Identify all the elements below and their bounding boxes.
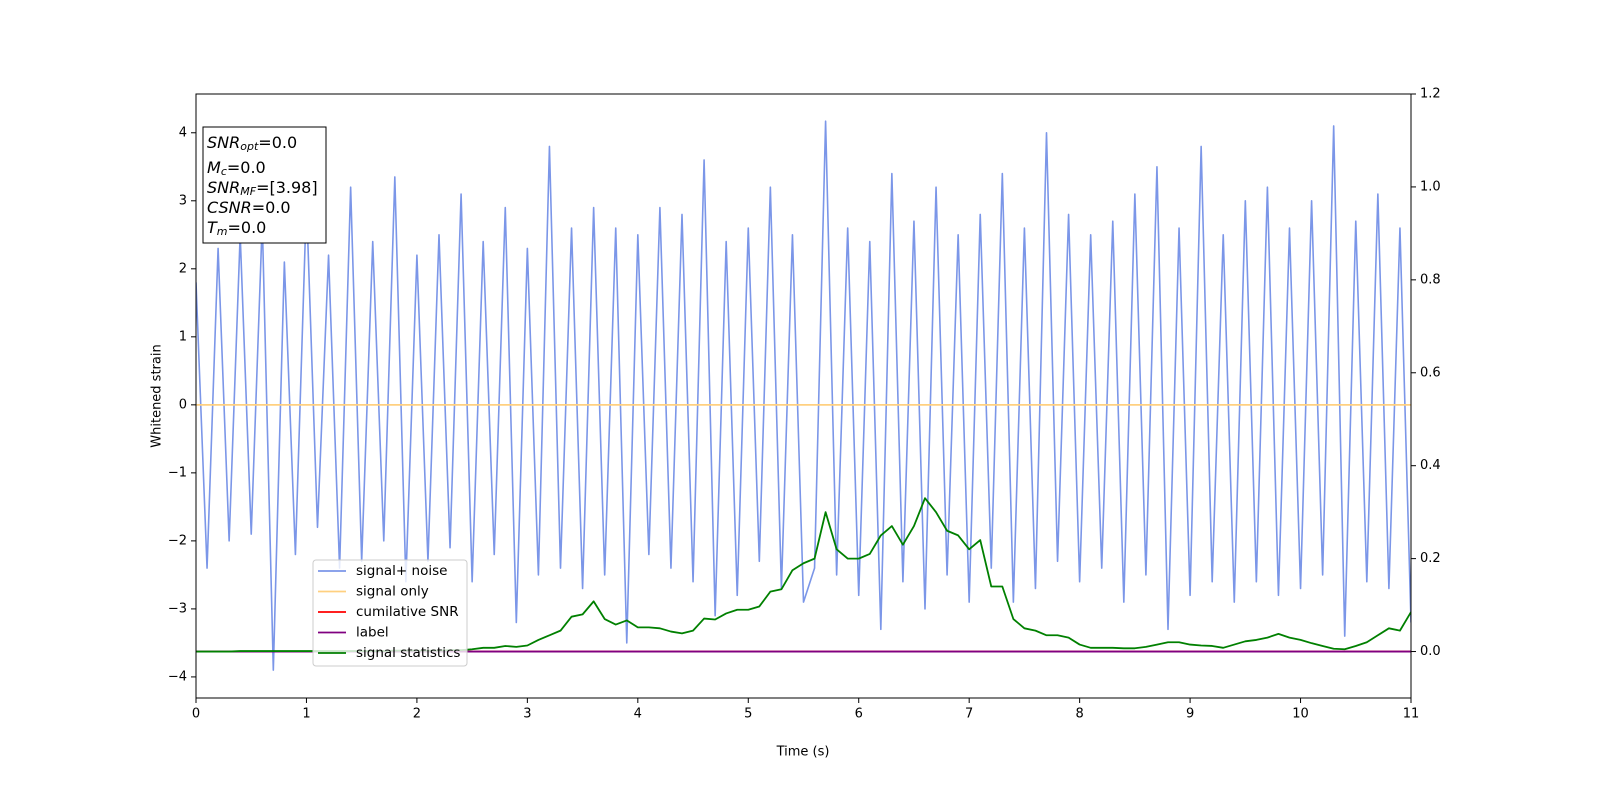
- y2-tick-label: 0.2: [1420, 551, 1441, 566]
- x-tick-label: 6: [855, 707, 863, 722]
- annotation-text: =0.0: [252, 198, 291, 217]
- x-tick-label: 8: [1075, 707, 1083, 722]
- legend-label: signal only: [356, 584, 429, 600]
- annotation-sub: c: [221, 165, 227, 178]
- y-tick-label: −4: [168, 669, 187, 684]
- x-tick-label: 11: [1403, 707, 1420, 722]
- legend-label: signal statistics: [356, 645, 460, 661]
- legend-label: signal+ noise: [356, 563, 447, 579]
- x-tick-label: 2: [413, 707, 421, 722]
- x-axis-label: Time (s): [776, 745, 830, 760]
- x-tick-label: 7: [965, 707, 973, 722]
- y2-tick-label: 0.6: [1420, 365, 1441, 380]
- annotation-text: =[3.98]: [256, 178, 318, 197]
- x-tick-label: 5: [744, 707, 752, 722]
- x-tick-label: 1: [302, 707, 310, 722]
- x-tick-label: 0: [192, 707, 200, 722]
- annotation-text: =0.0: [227, 158, 266, 177]
- y2-tick-label: 1.2: [1420, 87, 1441, 102]
- y-axis-label: Whitened strain: [150, 344, 165, 447]
- legend-box: [312, 559, 468, 667]
- annotation-base: M: [207, 158, 221, 177]
- y-tick-label: −2: [168, 533, 187, 548]
- annotation-line: SNRMF=[3.98]: [207, 178, 318, 199]
- legend-label: label: [356, 625, 389, 641]
- y2-tick-label: 1.0: [1420, 179, 1441, 194]
- y-tick-label: −1: [168, 465, 187, 480]
- annotation-line: CSNR=0.0: [207, 198, 291, 217]
- annotation-line: SNRopt=0.0: [207, 133, 297, 154]
- y2-tick-label: 0.8: [1420, 272, 1441, 287]
- legend-label: cumilative SNR: [356, 604, 459, 620]
- x-tick-label: 9: [1186, 707, 1194, 722]
- y-tick-label: 3: [179, 193, 187, 208]
- y-tick-label: −3: [168, 601, 187, 616]
- y-tick-label: 4: [179, 125, 187, 140]
- annotation-line: Mc=0.0: [207, 158, 266, 179]
- y-tick-label: 0: [179, 397, 187, 412]
- y-tick-label: 2: [179, 261, 187, 276]
- annotation-base: SNR: [207, 133, 240, 152]
- x-tick-label: 4: [634, 707, 642, 722]
- annotation-base: CSNR: [207, 198, 252, 217]
- annotation-sub: m: [217, 225, 228, 238]
- annotation-text: =0.0: [228, 218, 267, 237]
- annotation-base: SNR: [207, 178, 240, 197]
- x-tick-label: 3: [523, 707, 531, 722]
- x-tick-label: 10: [1292, 707, 1309, 722]
- plot-frame: [195, 93, 1412, 699]
- annotation-text: =0.0: [258, 133, 297, 152]
- annotation-sub: MF: [240, 185, 256, 198]
- annotation-sub: opt: [240, 140, 259, 153]
- y2-tick-label: 0.4: [1420, 458, 1441, 473]
- y-tick-label: 1: [179, 329, 187, 344]
- annotation-line: Tm=0.0: [207, 218, 266, 239]
- annotation-base: T: [207, 218, 218, 237]
- series-line: [196, 120, 1411, 671]
- annotation-box: [202, 126, 327, 244]
- y2-tick-label: 0.0: [1420, 644, 1441, 659]
